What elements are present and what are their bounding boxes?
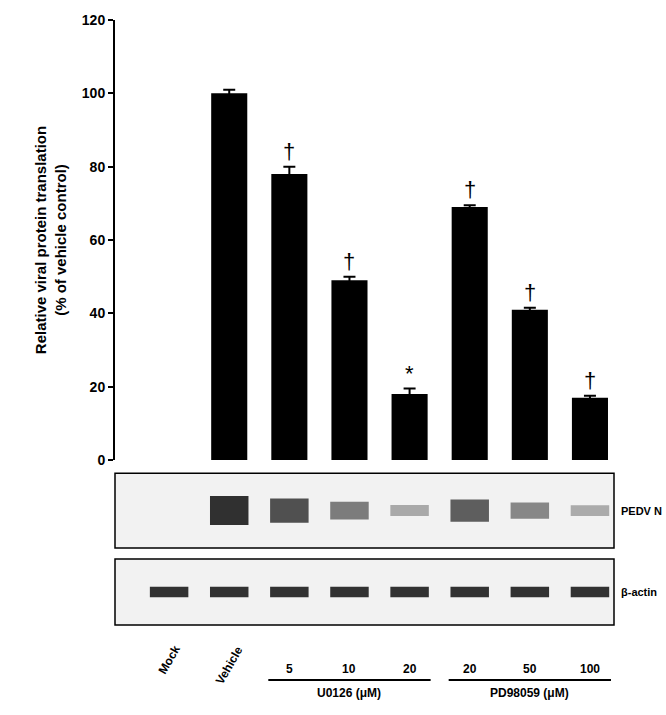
svg-text:†: † — [464, 177, 476, 202]
svg-text:100: 100 — [82, 85, 106, 101]
svg-text:0: 0 — [97, 452, 105, 468]
svg-text:20: 20 — [463, 662, 477, 676]
svg-text:†: † — [524, 280, 536, 305]
svg-text:PEDV N: PEDV N — [621, 505, 662, 517]
svg-text:†: † — [584, 368, 596, 393]
svg-text:20: 20 — [90, 379, 106, 395]
svg-text:120: 120 — [82, 12, 106, 28]
svg-text:5: 5 — [286, 662, 293, 676]
svg-text:40: 40 — [90, 305, 106, 321]
svg-text:20: 20 — [403, 662, 417, 676]
svg-text:Mock: Mock — [155, 643, 183, 677]
svg-text:†: † — [343, 249, 355, 274]
svg-text:PD98059 (μM): PD98059 (μM) — [490, 686, 569, 700]
svg-text:Vehicle: Vehicle — [213, 644, 246, 687]
svg-text:Relative viral protein transla: Relative viral protein translation(% of … — [32, 126, 69, 354]
svg-text:10: 10 — [342, 662, 356, 676]
svg-text:†: † — [283, 139, 295, 164]
svg-text:100: 100 — [580, 662, 600, 676]
svg-text:60: 60 — [90, 232, 106, 248]
svg-text:U0126 (μM): U0126 (μM) — [317, 686, 381, 700]
svg-text:*: * — [405, 361, 414, 386]
svg-text:50: 50 — [523, 662, 537, 676]
svg-text:80: 80 — [90, 159, 106, 175]
svg-text:β-actin: β-actin — [621, 586, 657, 598]
